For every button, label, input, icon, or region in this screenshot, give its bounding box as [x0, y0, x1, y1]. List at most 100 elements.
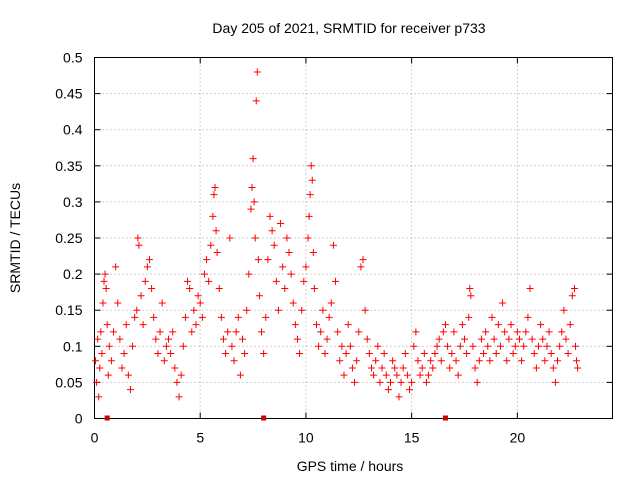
data-point — [425, 371, 433, 379]
data-point — [145, 256, 153, 264]
data-point — [287, 270, 295, 278]
data-point — [574, 364, 582, 372]
data-point — [219, 335, 227, 343]
data-point — [152, 335, 160, 343]
gap-marker — [104, 415, 110, 421]
data-point — [515, 335, 523, 343]
data-point — [448, 350, 456, 358]
data-point — [277, 220, 285, 228]
data-point — [465, 313, 473, 321]
data-point — [255, 292, 263, 300]
data-point — [281, 285, 289, 293]
y-tick-label: 0.4 — [63, 122, 83, 138]
data-point — [279, 263, 287, 271]
data-point — [270, 241, 278, 249]
data-point — [471, 364, 479, 372]
data-point — [94, 335, 102, 343]
data-point — [501, 328, 509, 336]
data-point — [401, 350, 409, 358]
data-point — [134, 234, 142, 242]
data-point — [118, 364, 126, 372]
data-point — [556, 342, 564, 350]
data-point — [437, 357, 445, 365]
data-point — [296, 350, 304, 358]
x-tick-label: 15 — [404, 430, 420, 446]
data-point — [254, 256, 262, 264]
data-point — [422, 378, 430, 386]
y-tick-label: 0.35 — [55, 158, 82, 174]
data-point — [456, 342, 464, 350]
data-point — [537, 321, 545, 329]
data-point — [414, 357, 422, 365]
data-point — [198, 313, 206, 321]
data-point — [99, 299, 107, 307]
data-point — [461, 335, 468, 343]
data-point — [283, 234, 291, 242]
data-point — [435, 335, 443, 343]
data-point — [212, 227, 220, 235]
data-point — [348, 364, 356, 372]
data-point — [200, 270, 208, 278]
data-point — [410, 342, 418, 350]
data-point — [378, 364, 386, 372]
data-point — [361, 306, 369, 314]
data-point — [541, 357, 549, 365]
data-point — [473, 378, 481, 386]
data-point — [532, 364, 540, 372]
data-point — [274, 306, 282, 314]
data-point — [98, 350, 106, 358]
data-point — [258, 328, 266, 336]
data-point — [226, 234, 234, 242]
data-point — [217, 313, 225, 321]
data-point — [107, 357, 115, 365]
data-point — [169, 328, 177, 336]
data-point — [467, 292, 475, 300]
data-point — [412, 328, 420, 336]
data-point — [408, 378, 416, 386]
data-point — [387, 378, 394, 386]
data-point — [150, 313, 158, 321]
data-point — [116, 335, 124, 343]
data-point — [262, 313, 270, 321]
data-point — [336, 357, 344, 365]
data-point — [395, 393, 403, 401]
data-point — [230, 357, 238, 365]
data-point — [342, 350, 350, 358]
data-point — [321, 350, 329, 358]
data-point — [285, 248, 293, 256]
data-point — [190, 306, 198, 314]
data-point — [203, 256, 211, 264]
data-point — [380, 350, 388, 358]
data-point — [213, 248, 221, 256]
data-point — [382, 371, 390, 379]
data-point — [250, 198, 258, 206]
data-point — [367, 364, 375, 372]
data-points — [92, 68, 582, 401]
data-point — [319, 306, 327, 314]
data-point — [133, 306, 141, 314]
data-point — [528, 335, 536, 343]
data-point — [427, 357, 435, 365]
data-point — [554, 357, 562, 365]
data-point — [236, 371, 244, 379]
data-point — [573, 357, 581, 365]
data-point — [403, 371, 411, 379]
data-point — [272, 277, 280, 285]
data-point — [102, 285, 110, 293]
data-point — [126, 386, 134, 394]
data-point — [372, 357, 380, 365]
data-point — [260, 350, 268, 358]
data-point — [477, 335, 485, 343]
data-point — [416, 371, 424, 379]
data-point — [353, 357, 361, 365]
data-point — [268, 227, 276, 235]
data-point — [458, 321, 466, 329]
data-point — [490, 335, 498, 343]
data-point — [162, 342, 170, 350]
data-point — [234, 313, 242, 321]
data-point — [535, 342, 542, 350]
data-point — [139, 321, 147, 329]
data-point — [397, 378, 405, 386]
y-tick-label: 0.15 — [55, 302, 82, 318]
data-point — [522, 328, 530, 336]
